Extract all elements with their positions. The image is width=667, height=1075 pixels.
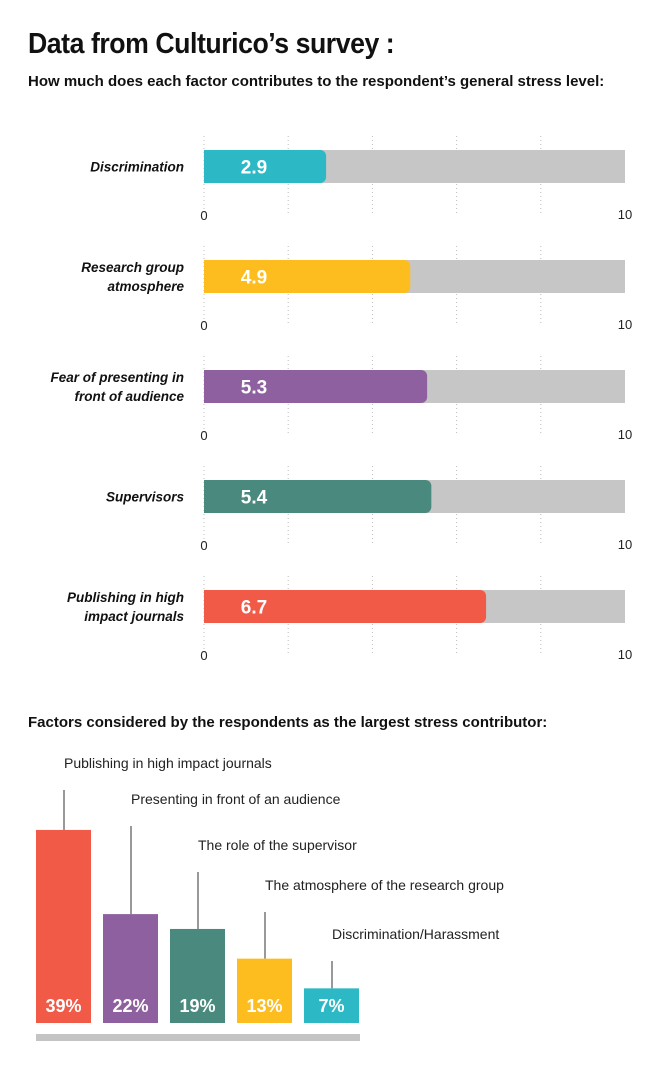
category-label: Discrimination [90,160,184,175]
bar-value-label: 7% [318,996,344,1016]
bar-5 [304,988,359,1023]
bar-value-label: 5.4 [241,488,268,509]
bar-5 [204,590,487,623]
category-label: Publishing in high [67,590,184,605]
tick-label-max: 10 [618,537,632,552]
chart2-title: Factors considered by the respondents as… [28,714,548,731]
bar-4-edge [204,480,212,513]
bar-4 [237,958,292,1023]
category-label: Publishing in high impact journals [64,755,272,771]
tick-label-max: 10 [618,647,632,662]
bar-5-edge [204,590,212,623]
category-label: Fear of presenting in [50,370,184,385]
tick-label-max: 10 [618,317,632,332]
bar-2 [103,914,158,1023]
tick-label-min: 0 [200,648,207,663]
gridlines-row-1 [287,136,542,213]
bar-3 [204,370,428,403]
bar-3 [170,928,225,1023]
tick-label-min: 0 [200,318,207,333]
bar-value-label: 13% [246,996,282,1016]
category-label: Research group [81,260,184,275]
category-label: impact journals [84,609,184,624]
tick-label-max: 10 [618,427,632,442]
category-label: Supervisors [106,490,185,505]
page-title: Data from Culturico’s survey : [28,28,395,60]
stress-level-bar-chart: 2.9 Discrimination 0 10 4.9 Research group atm… [50,136,632,663]
bar-2-edge [204,260,212,293]
bar-value-label: 2.9 [241,158,267,179]
tick-label-min: 0 [200,208,207,223]
category-label: Presenting in front of an audience [131,791,341,807]
gridlines-row-5 [287,576,542,653]
category-label: atmosphere [107,279,184,294]
bar-value-label: 39% [45,996,81,1016]
bar-value-label: 5.3 [241,378,267,399]
bar-1-edge [204,150,212,183]
bar-1 [204,150,327,183]
gridlines-row-4 [287,466,542,543]
category-label: The atmosphere of the research group [265,877,504,893]
bar-value-label: 4.9 [241,268,267,289]
chart1-subtitle: How much does each factor contributes to… [28,73,605,90]
bar-3-edge [204,370,212,403]
tick-label-min: 0 [200,428,207,443]
gridlines-row-2 [287,246,542,323]
category-label: The role of the supervisor [198,837,357,853]
baseline-bar [36,1034,360,1041]
tick-label-min: 0 [200,538,207,553]
gridlines-row-3 [287,356,542,433]
category-label: Discrimination/Harassment [332,926,499,942]
category-label: front of audience [74,389,184,404]
bar-value-label: 22% [112,996,148,1016]
bar-value-label: 19% [179,996,215,1016]
bar-2 [204,260,411,293]
bar-value-label: 6.7 [241,598,267,619]
bar-4 [204,480,432,513]
tick-label-max: 10 [618,207,632,222]
bar-1 [36,829,91,1023]
